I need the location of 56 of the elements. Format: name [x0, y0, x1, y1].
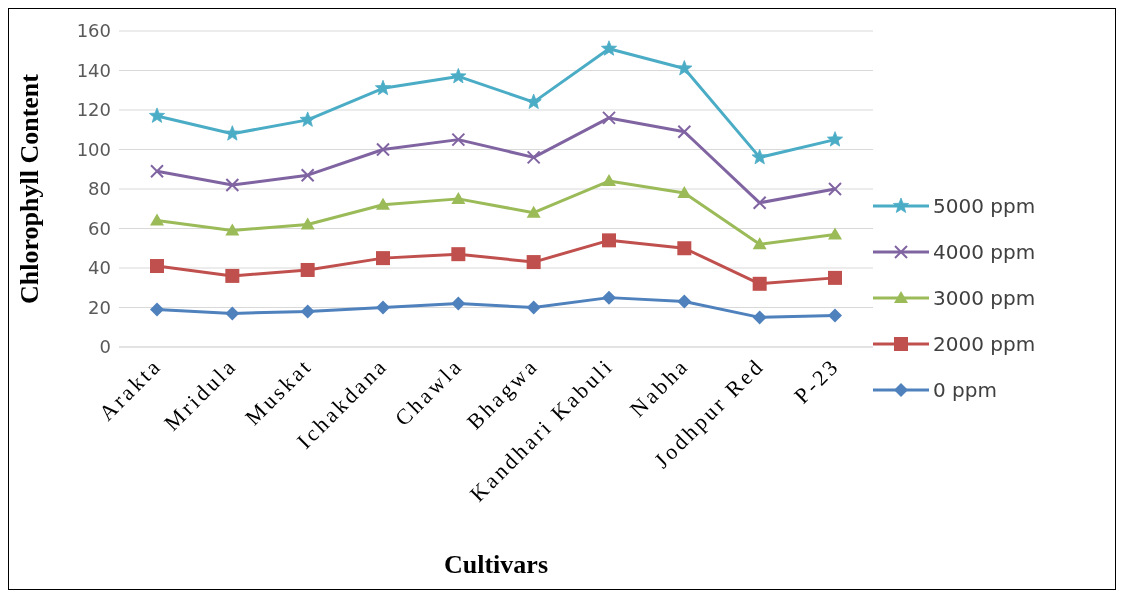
point [150, 302, 164, 317]
point [374, 79, 392, 96]
point [525, 93, 542, 109]
point [300, 262, 315, 277]
point [451, 296, 466, 311]
point [300, 217, 315, 230]
y-tick-label: 0 [99, 336, 111, 358]
point [602, 290, 616, 305]
y-tick-label: 80 [88, 178, 111, 200]
point [450, 68, 467, 84]
y-tick-label: 140 [76, 59, 111, 81]
point [751, 149, 768, 165]
point [600, 40, 618, 56]
point [826, 131, 844, 147]
point [300, 304, 315, 319]
y-tick-label: 60 [88, 217, 111, 239]
point [752, 310, 767, 325]
point [451, 247, 466, 262]
point [752, 276, 767, 291]
point [526, 205, 541, 218]
y-tick-label: 20 [88, 296, 111, 318]
x-axis-title: Cultivars [444, 550, 548, 579]
y-tick-label: 100 [76, 138, 111, 160]
y-tick-label: 160 [76, 20, 111, 42]
point [677, 185, 692, 198]
point [225, 306, 240, 321]
point [526, 255, 541, 270]
legend-label: 2000 ppm [933, 332, 1036, 356]
legend-label: 5000 ppm [933, 194, 1036, 218]
legend-label: 0 ppm [933, 378, 997, 402]
legend-label: 3000 ppm [933, 286, 1036, 310]
point [299, 111, 316, 127]
point [828, 308, 842, 323]
point [225, 223, 240, 236]
y-tick-label: 40 [88, 257, 111, 279]
point [376, 300, 390, 315]
point [150, 259, 164, 274]
point [602, 174, 616, 187]
point [451, 191, 466, 204]
point [225, 268, 240, 283]
y-axis-title: Chlorophyll Content [15, 73, 45, 304]
legend-label: 4000 ppm [933, 240, 1036, 264]
point [376, 251, 390, 266]
point [828, 270, 842, 285]
point [148, 107, 166, 123]
point [828, 227, 842, 240]
point [677, 294, 692, 309]
point [676, 60, 693, 76]
point [677, 241, 692, 256]
y-tick-label: 120 [76, 99, 111, 121]
point [150, 213, 164, 226]
point [376, 197, 390, 210]
point [224, 125, 241, 141]
point [526, 300, 541, 315]
point [602, 233, 616, 248]
point [752, 237, 767, 250]
